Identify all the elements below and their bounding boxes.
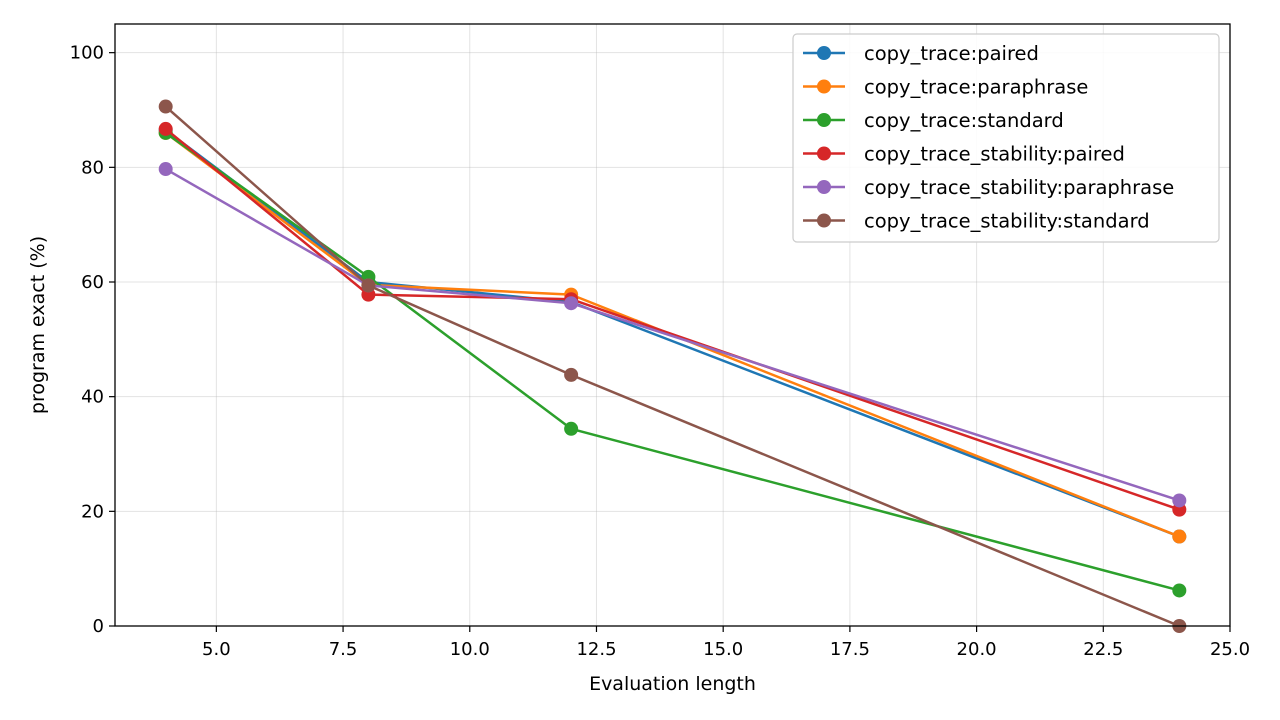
series-line	[164, 131, 1180, 592]
legend-item: copy_trace_stability:standard	[803, 210, 1150, 233]
data-point	[361, 278, 376, 293]
legend: copy_trace:paired copy_trace:paraphraseco…	[792, 33, 1220, 243]
legend-label: copy_trace:paraphrase	[864, 76, 1088, 99]
data-point	[564, 296, 579, 311]
y-tick-label: 0	[93, 616, 104, 637]
x-tick-label: 17.5	[830, 639, 870, 660]
y-axis-label: program exact (%)	[27, 236, 49, 414]
legend-box	[792, 33, 1220, 243]
x-tick-label: 22.5	[1083, 639, 1123, 660]
y-tick-label: 100	[70, 43, 104, 64]
legend-marker	[817, 113, 831, 127]
legend-marker	[817, 213, 831, 228]
x-tick-label: 25.0	[1210, 639, 1250, 660]
legend-marker	[817, 180, 831, 194]
x-tick-label: 10.0	[450, 639, 490, 660]
series-line	[164, 127, 1180, 511]
legend-item: copy_trace:paired	[803, 42, 1039, 65]
y-tick-label: 20	[81, 501, 104, 522]
axis-ticks: 5.0 7.5 10.0 12.5 15.0 17.5 20.0 22.5 25.0 0 20 40 6…	[70, 43, 1250, 660]
legend-item: copy_trace:standard	[803, 109, 1064, 132]
series-lines	[158, 99, 1187, 633]
y-tick-label: 60	[81, 272, 104, 293]
legend-label: copy_trace_stability:paired	[864, 143, 1125, 166]
series-line	[165, 167, 1180, 502]
series-line	[164, 131, 1180, 538]
data-point	[1172, 529, 1187, 544]
plot-area-frame	[114, 23, 1231, 627]
data-point	[1172, 493, 1187, 508]
legend-marker	[817, 146, 831, 161]
data-point	[158, 99, 173, 114]
legend-item: copy_trace_stability:paired	[803, 143, 1125, 166]
y-tick-label: 40	[81, 387, 104, 408]
legend-marker	[817, 46, 831, 60]
data-point	[564, 421, 579, 436]
x-tick-label: 20.0	[957, 639, 997, 660]
legend-label: copy_trace:standard	[864, 109, 1064, 132]
legend-label: copy_trace:paired	[864, 42, 1039, 65]
data-point	[158, 121, 173, 136]
data-point	[564, 367, 579, 382]
x-tick-label: 12.5	[576, 639, 616, 660]
legend-label: copy_trace_stability:standard	[864, 210, 1150, 233]
series-line	[164, 105, 1180, 628]
legend-marker	[817, 79, 831, 94]
data-point	[1172, 583, 1187, 598]
y-tick-label: 80	[81, 157, 104, 178]
legend-label: copy_trace_stability:paraphrase	[864, 176, 1174, 199]
x-tick-label: 5.0	[202, 639, 231, 660]
x-tick-label: 7.5	[329, 639, 358, 660]
legend-item: copy_trace_stability:paraphrase	[803, 176, 1174, 199]
data-point	[158, 162, 173, 177]
x-tick-label: 15.0	[703, 639, 743, 660]
x-axis-label: Evaluation length	[589, 673, 756, 695]
legend-item: copy_trace:paraphrase	[803, 76, 1088, 99]
